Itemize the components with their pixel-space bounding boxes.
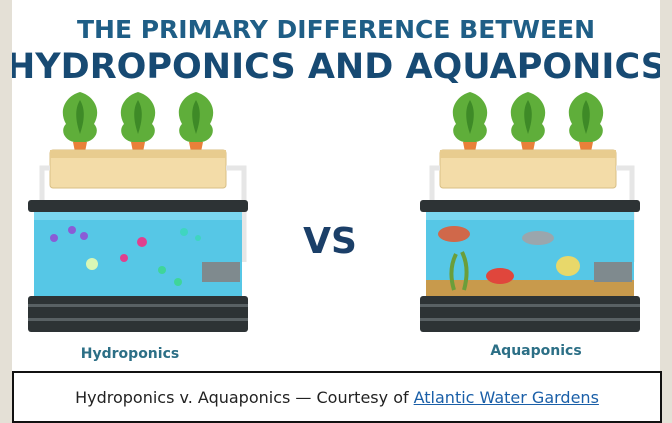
setup-label: Aquaponics <box>490 343 581 359</box>
infographic: THE PRIMARY DIFFERENCE BETWEEN HYDROPONI… <box>12 0 660 371</box>
caption-link[interactable]: Atlantic Water Gardens <box>414 388 599 407</box>
caption-text: Hydroponics v. Aquaponics — Courtesy of <box>75 388 409 407</box>
caption: Hydroponics v. Aquaponics — Courtesy of … <box>12 371 662 423</box>
title-line: HYDROPONICS AND AQUAPONICS <box>12 47 660 87</box>
vs-label: VS <box>303 221 357 262</box>
setup-label: Hydroponics <box>81 346 179 362</box>
title-line: THE PRIMARY DIFFERENCE BETWEEN <box>77 15 595 44</box>
page: THE PRIMARY DIFFERENCE BETWEEN HYDROPONI… <box>0 0 672 423</box>
